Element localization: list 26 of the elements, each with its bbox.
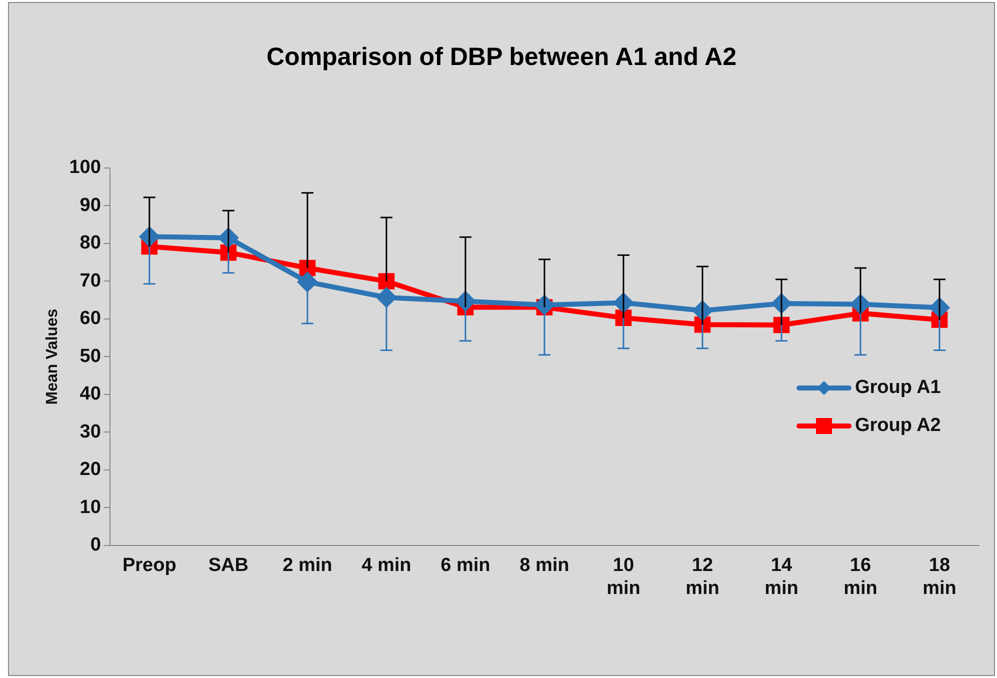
x-tick-label: SAB bbox=[208, 555, 248, 576]
chart-title: Comparison of DBP between A1 and A2 bbox=[266, 43, 738, 72]
x-tick-label: 6 min bbox=[440, 555, 490, 576]
x-tick-label: 10 min bbox=[606, 555, 640, 599]
x-tick-label: 12 min bbox=[686, 555, 720, 599]
y-tick-label: 20 bbox=[80, 459, 101, 480]
x-tick-label: 4 min bbox=[362, 555, 412, 576]
x-tick-label: 14 min bbox=[764, 555, 798, 599]
y-tick-label: 60 bbox=[80, 308, 101, 330]
y-tick-label: 30 bbox=[80, 421, 101, 442]
legend-label: Group A2 bbox=[855, 415, 941, 436]
y-tick-label: 50 bbox=[80, 346, 101, 367]
x-tick-label: 18 min bbox=[922, 555, 956, 599]
x-tick-label: 8 min bbox=[520, 555, 570, 576]
y-tick-label: 10 bbox=[80, 496, 101, 518]
y-axis-title: Mean Values bbox=[44, 308, 62, 405]
legend-label: Group A1 bbox=[855, 377, 942, 398]
y-tick-label: 100 bbox=[69, 157, 101, 178]
y-tick-label: 80 bbox=[80, 232, 101, 254]
x-tick-label: 2 min bbox=[282, 555, 332, 576]
y-tick-label: 0 bbox=[90, 534, 101, 556]
x-tick-label: Preop bbox=[122, 555, 176, 576]
y-tick-label: 90 bbox=[80, 194, 101, 216]
x-tick-label: 16 min bbox=[844, 555, 878, 599]
y-tick-label: 40 bbox=[80, 384, 101, 405]
y-tick-label: 70 bbox=[80, 270, 101, 292]
